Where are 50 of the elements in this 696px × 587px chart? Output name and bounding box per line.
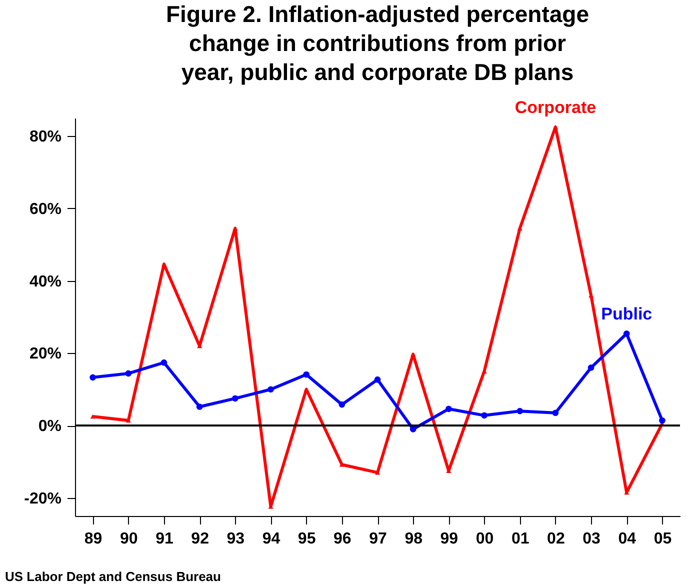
x-tick-label: 99 xyxy=(440,530,458,548)
chart-title: Figure 2. Inflation-adjusted percentage change in contributions from prior year, public and corporate DB plans xyxy=(166,1,590,86)
y-tick-label: 20% xyxy=(29,346,62,363)
point xyxy=(623,330,630,337)
point xyxy=(588,364,594,371)
point xyxy=(338,401,346,408)
point xyxy=(232,395,238,402)
text: US Labor Dept and Census Bureau xyxy=(5,569,222,584)
y-tick-label: 60% xyxy=(29,200,62,218)
point xyxy=(303,371,310,378)
x-tick-label: 98 xyxy=(404,530,423,548)
y-tick-label: 80% xyxy=(29,128,62,146)
point xyxy=(481,412,488,419)
x-tick-label: 89 xyxy=(84,530,102,548)
x-tick-label: 05 xyxy=(654,530,672,548)
point xyxy=(304,387,309,392)
point xyxy=(90,374,96,381)
point xyxy=(125,370,132,377)
x-tick-label: 96 xyxy=(334,530,352,548)
point xyxy=(196,404,203,410)
point xyxy=(552,410,559,416)
point xyxy=(516,408,524,414)
x-tick-label: 04 xyxy=(618,530,636,548)
x-tick-label: 95 xyxy=(298,530,316,548)
y-tick-label: -20% xyxy=(24,490,62,508)
y-tick-label: 0% xyxy=(38,418,62,436)
point xyxy=(374,376,381,383)
series-label: Corporate xyxy=(514,98,596,118)
x-tick-label: 93 xyxy=(226,530,245,548)
x-tick-label: 94 xyxy=(262,530,280,548)
point xyxy=(268,386,274,393)
point xyxy=(446,406,452,412)
x-tick-label: 90 xyxy=(120,530,138,548)
x-tick-label: 91 xyxy=(156,530,174,548)
point xyxy=(232,226,238,231)
x-tick-label: 03 xyxy=(582,530,601,548)
point xyxy=(160,359,168,366)
x-tick-label: 02 xyxy=(547,530,565,548)
point xyxy=(410,426,416,432)
point xyxy=(552,124,558,130)
point xyxy=(90,414,96,419)
x-tick-label: 01 xyxy=(511,530,530,548)
series-label: Public xyxy=(601,304,652,324)
y-tick-label: 40% xyxy=(29,273,62,290)
point xyxy=(659,417,666,424)
x-tick-label: 97 xyxy=(369,530,387,548)
point xyxy=(410,352,416,356)
point xyxy=(161,262,166,266)
x-tick-label: 92 xyxy=(191,530,210,548)
x-tick-label: 00 xyxy=(476,530,494,548)
